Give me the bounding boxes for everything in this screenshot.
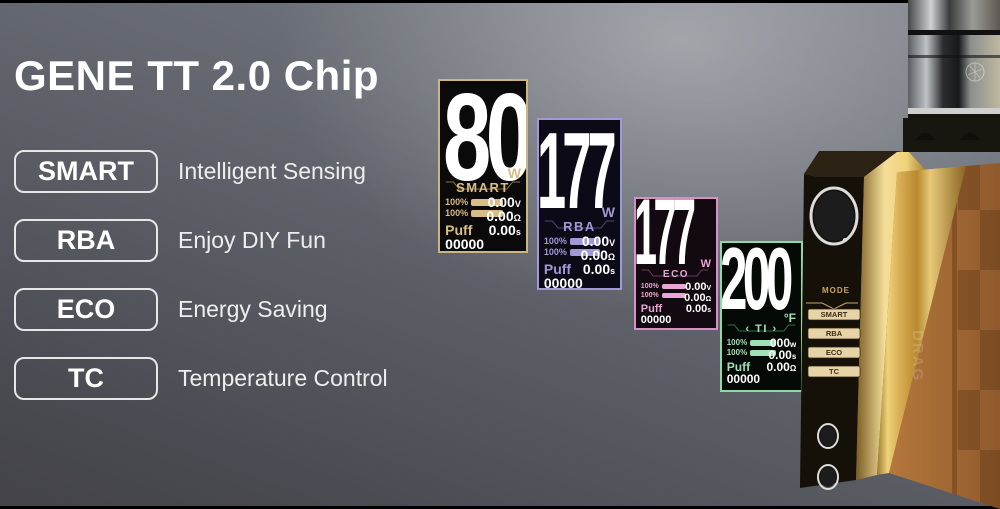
svg-text:SMART: SMART (821, 310, 848, 319)
svg-text:TC: TC (829, 367, 840, 376)
svg-text:RBA: RBA (826, 329, 843, 338)
svg-text:DRAG: DRAG (909, 330, 926, 382)
svg-text:ECO: ECO (826, 348, 842, 357)
svg-text:MODE: MODE (822, 286, 850, 295)
